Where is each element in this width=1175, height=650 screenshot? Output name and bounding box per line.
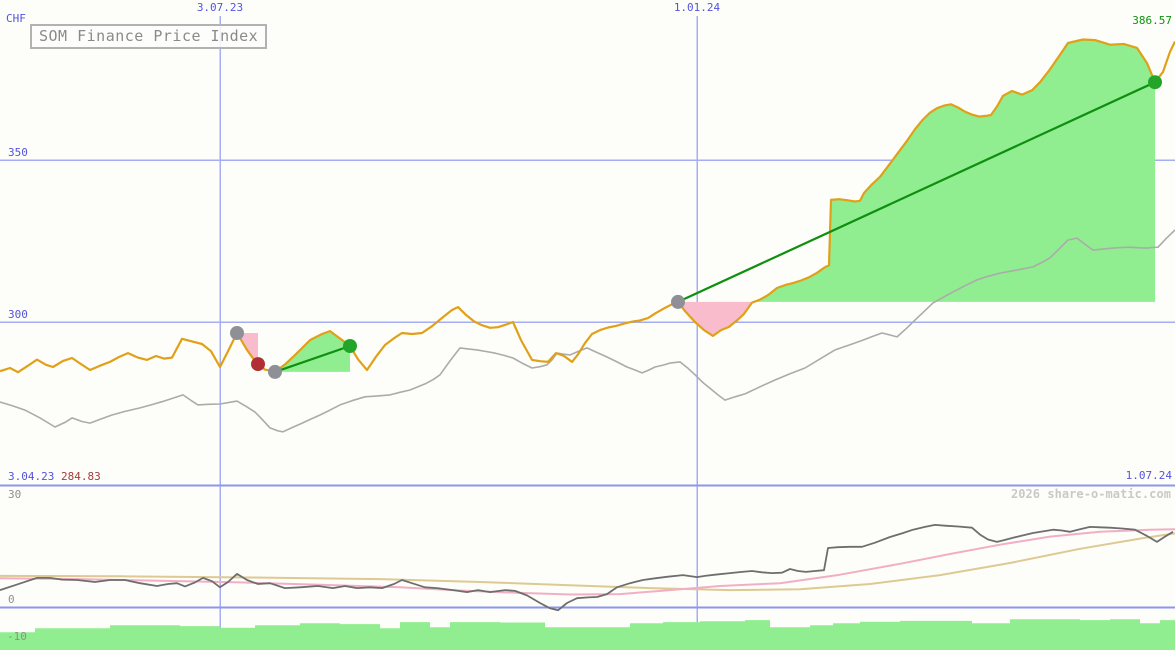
lower-axis-label-30: 30 [8, 488, 22, 501]
y-axis-label-350: 350 [8, 146, 28, 159]
last-price-label: 386.57 [1132, 14, 1172, 27]
lower-axis-label-minus10: -10 [7, 630, 27, 643]
watermark: 2026 share-o-matic.com [1010, 487, 1171, 501]
start-price-label: 284.83 [60, 470, 101, 483]
currency-label: CHF [6, 12, 26, 25]
lower-axis-label-0: 0 [8, 593, 15, 606]
top-date-tick-jan24: 1.01.24 [673, 1, 721, 14]
start-info-row: 3.04.23 284.83 [8, 470, 101, 483]
y-axis-label-300: 300 [8, 308, 28, 321]
chart-title: SOM Finance Price Index [39, 27, 259, 45]
top-date-tick-jul23: 3.07.23 [196, 1, 244, 14]
end-date-label: 1.07.24 [1125, 469, 1172, 482]
start-date-label: 3.04.23 [8, 470, 55, 483]
chart-title-box: SOM Finance Price Index [30, 24, 268, 49]
